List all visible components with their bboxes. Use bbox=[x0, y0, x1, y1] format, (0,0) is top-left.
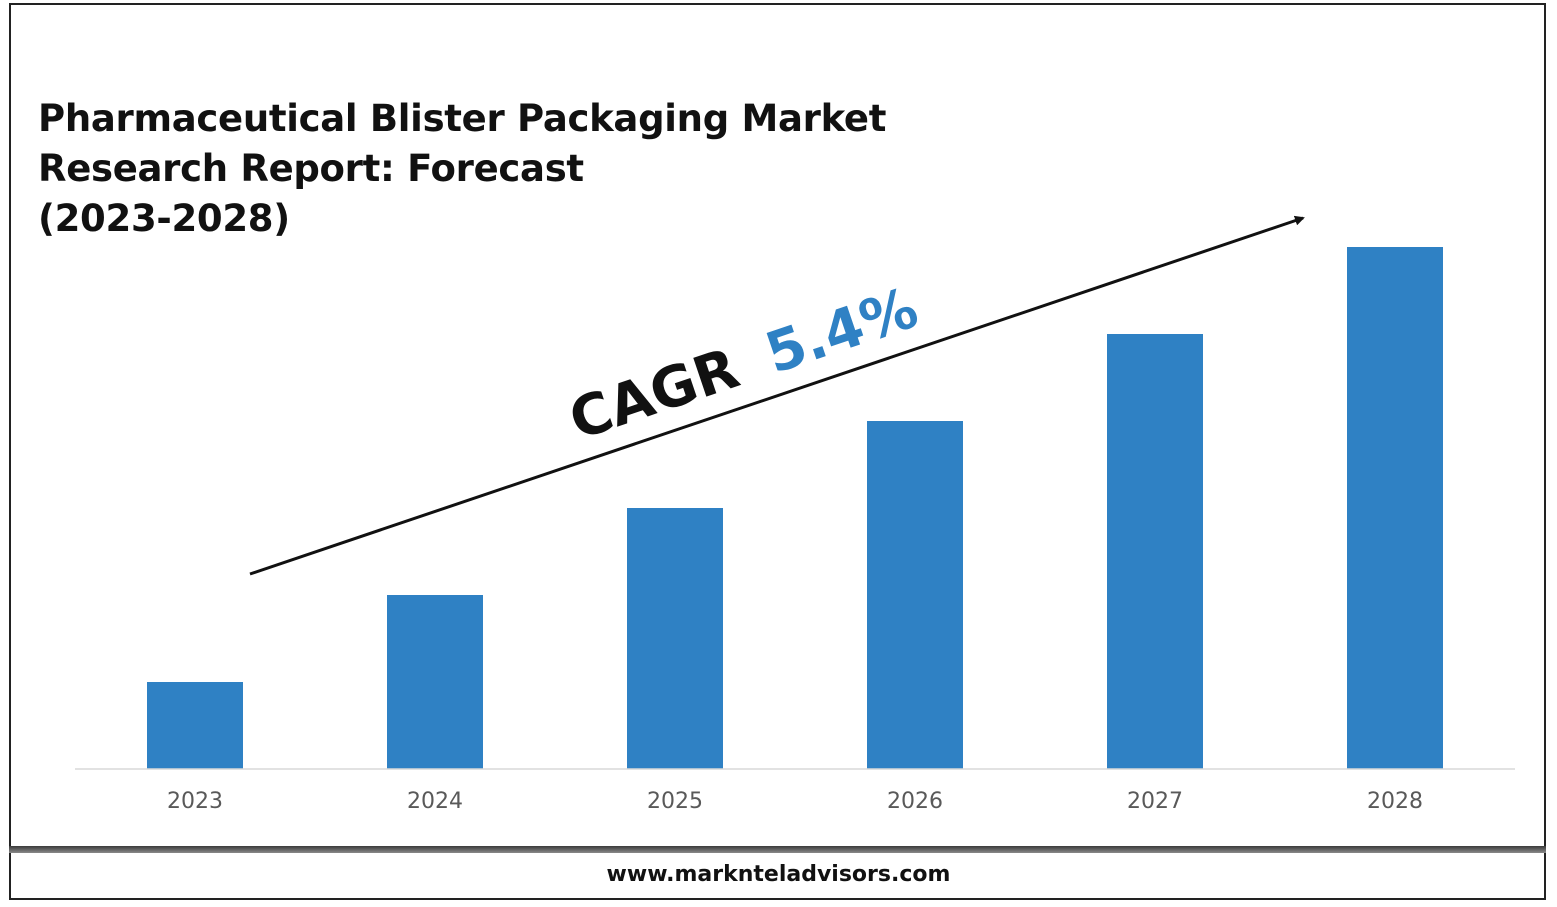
title-line-3: (2023-2028) bbox=[38, 197, 290, 240]
chart-title: Pharmaceutical Blister Packaging Market … bbox=[38, 94, 898, 244]
trend-arrow bbox=[249, 215, 1305, 576]
bar-2027 bbox=[1107, 334, 1203, 769]
chart-frame bbox=[9, 3, 1546, 900]
x-tick-label-2026: 2026 bbox=[887, 789, 943, 814]
x-tick-label-2024: 2024 bbox=[407, 789, 463, 814]
cagr-label: CAGR bbox=[562, 336, 747, 453]
bar-2026 bbox=[867, 421, 963, 769]
x-tick-label-2028: 2028 bbox=[1367, 789, 1423, 814]
bar-series bbox=[147, 247, 1443, 769]
footer-website: www.marknteladvisors.com bbox=[606, 862, 951, 887]
bar-2024 bbox=[387, 595, 483, 769]
bar-2025 bbox=[627, 508, 723, 769]
x-tick-labels: 2023 2024 2025 2026 2027 2028 bbox=[167, 789, 1423, 814]
title-line-2: Research Report: Forecast bbox=[38, 147, 584, 190]
x-tick-label-2025: 2025 bbox=[647, 789, 703, 814]
x-tick-label-2023: 2023 bbox=[167, 789, 223, 814]
cagr-value: 5.4% bbox=[758, 276, 926, 387]
bar-2028 bbox=[1347, 247, 1443, 769]
bar-2023 bbox=[147, 682, 243, 769]
title-line-1: Pharmaceutical Blister Packaging Market bbox=[38, 97, 887, 140]
footer-divider bbox=[9, 846, 1546, 853]
x-tick-label-2027: 2027 bbox=[1127, 789, 1183, 814]
